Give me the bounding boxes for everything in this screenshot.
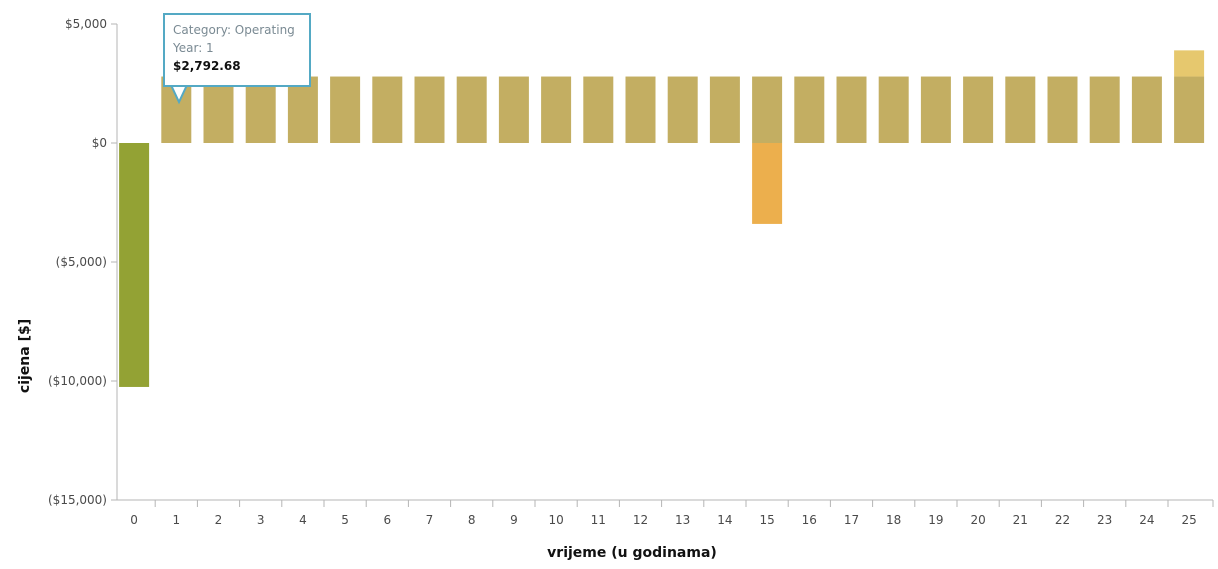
bar-replacement-year-15[interactable]	[752, 143, 783, 224]
bar-operating-year-9[interactable]	[498, 76, 529, 143]
bar-operating-year-23[interactable]	[1089, 76, 1120, 143]
x-tick-label: 25	[1181, 513, 1196, 527]
x-tick-label: 0	[130, 513, 138, 527]
x-tick-label: 4	[299, 513, 307, 527]
axes-layer: $5,000$0($5,000)($10,000)($15,000)0 1 2 3 4 5…	[48, 17, 1214, 527]
bar-operating-year-10[interactable]	[541, 76, 572, 143]
bar-operating-year-2[interactable]	[203, 76, 234, 143]
tooltip-year: Year: 1	[173, 41, 214, 55]
x-tick-label: 22	[1055, 513, 1070, 527]
bar-operating-year-13[interactable]	[667, 76, 698, 143]
y-tick-label: ($15,000)	[48, 493, 107, 507]
y-tick-label: $0	[92, 136, 107, 150]
bar-operating-year-22[interactable]	[1047, 76, 1078, 143]
bar-operating-year-16[interactable]	[794, 76, 825, 143]
bar-operating-year-4[interactable]	[287, 76, 318, 143]
x-tick-label: 11	[591, 513, 606, 527]
bar-tooltip: Category: Operating Year: 1 $2,792.68	[163, 13, 311, 87]
x-axis-title: vrijeme (u godinama)	[547, 545, 717, 561]
bar-operating-year-17[interactable]	[836, 76, 867, 143]
bar-operating-year-24[interactable]	[1131, 76, 1162, 143]
x-tick-label: 13	[675, 513, 690, 527]
tooltip-pointer	[170, 85, 189, 105]
y-axis-title: cijena [$]	[17, 319, 33, 393]
bar-operating-year-12[interactable]	[625, 76, 656, 143]
x-tick-label: 8	[468, 513, 476, 527]
bar-operating-year-15[interactable]	[752, 76, 783, 143]
tooltip-value: $2,792.68	[173, 59, 241, 73]
x-tick-label: 20	[970, 513, 985, 527]
bar-operating-year-21[interactable]	[1005, 76, 1036, 143]
x-tick-label: 1	[172, 513, 180, 527]
bar-operating-year-18[interactable]	[878, 76, 909, 143]
bar-operating-year-5[interactable]	[330, 76, 361, 143]
x-tick-label: 17	[844, 513, 859, 527]
bar-operating-year-3[interactable]	[245, 76, 276, 143]
x-tick-label: 21	[1013, 513, 1028, 527]
bar-operating-year-25[interactable]	[1174, 76, 1205, 143]
x-tick-label: 14	[717, 513, 732, 527]
x-tick-label: 15	[759, 513, 774, 527]
bar-capital-year-0[interactable]	[119, 143, 150, 387]
x-tick-label: 5	[341, 513, 349, 527]
bar-salvage-year-25[interactable]	[1174, 50, 1205, 77]
x-tick-label: 19	[928, 513, 943, 527]
bar-operating-year-14[interactable]	[709, 76, 740, 143]
x-tick-label: 7	[426, 513, 434, 527]
x-tick-label: 16	[802, 513, 817, 527]
bars-layer	[119, 50, 1205, 387]
y-tick-label: ($10,000)	[48, 374, 107, 388]
x-tick-label: 24	[1139, 513, 1154, 527]
x-tick-label: 9	[510, 513, 518, 527]
x-tick-label: 2	[215, 513, 223, 527]
x-tick-label: 10	[548, 513, 563, 527]
bar-operating-year-20[interactable]	[963, 76, 994, 143]
y-tick-label: $5,000	[65, 17, 107, 31]
bar-operating-year-8[interactable]	[456, 76, 487, 143]
x-tick-label: 12	[633, 513, 648, 527]
bar-operating-year-19[interactable]	[920, 76, 951, 143]
bar-operating-year-7[interactable]	[414, 76, 445, 143]
x-tick-label: 23	[1097, 513, 1112, 527]
x-tick-label: 3	[257, 513, 265, 527]
y-tick-label: ($5,000)	[56, 255, 107, 269]
tooltip-category: Category: Operating	[173, 23, 295, 37]
x-tick-label: 6	[383, 513, 391, 527]
bar-operating-year-11[interactable]	[583, 76, 614, 143]
x-tick-label: 18	[886, 513, 901, 527]
bar-operating-year-6[interactable]	[372, 76, 403, 143]
